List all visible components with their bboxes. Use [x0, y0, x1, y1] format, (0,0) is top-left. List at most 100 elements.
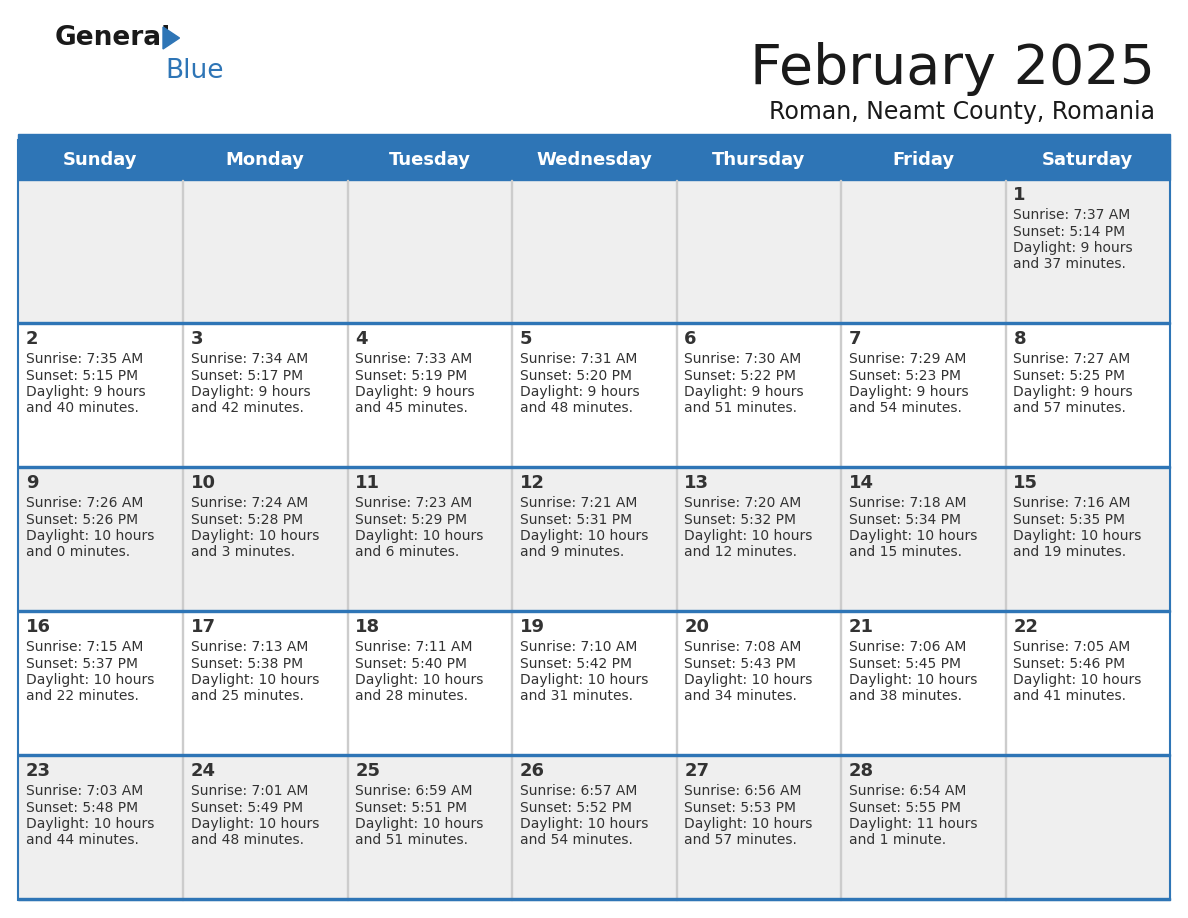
Text: Sunset: 5:26 PM: Sunset: 5:26 PM — [26, 512, 138, 527]
Text: Sunrise: 7:33 AM: Sunrise: 7:33 AM — [355, 352, 473, 366]
Text: 18: 18 — [355, 618, 380, 636]
Text: Sunrise: 7:15 AM: Sunrise: 7:15 AM — [26, 640, 144, 654]
Text: Daylight: 9 hours: Daylight: 9 hours — [190, 385, 310, 399]
Text: Sunrise: 7:05 AM: Sunrise: 7:05 AM — [1013, 640, 1131, 654]
Text: Sunset: 5:40 PM: Sunset: 5:40 PM — [355, 656, 467, 670]
Text: 26: 26 — [519, 762, 545, 780]
Text: Daylight: 10 hours: Daylight: 10 hours — [190, 673, 318, 687]
Text: Daylight: 10 hours: Daylight: 10 hours — [190, 529, 318, 543]
Text: 27: 27 — [684, 762, 709, 780]
Text: 9: 9 — [26, 474, 38, 492]
Text: Sunset: 5:22 PM: Sunset: 5:22 PM — [684, 368, 796, 383]
Text: and 22 minutes.: and 22 minutes. — [26, 689, 139, 703]
Text: 12: 12 — [519, 474, 545, 492]
Text: Daylight: 10 hours: Daylight: 10 hours — [355, 817, 484, 831]
Text: 20: 20 — [684, 618, 709, 636]
Bar — [18, 754, 1170, 756]
Text: Sunrise: 7:37 AM: Sunrise: 7:37 AM — [1013, 208, 1131, 222]
Bar — [18, 610, 1170, 612]
Text: Sunrise: 7:20 AM: Sunrise: 7:20 AM — [684, 496, 802, 510]
Text: Sunset: 5:32 PM: Sunset: 5:32 PM — [684, 512, 796, 527]
Text: and 48 minutes.: and 48 minutes. — [190, 834, 304, 847]
Text: Friday: Friday — [892, 151, 954, 169]
Text: and 44 minutes.: and 44 minutes. — [26, 834, 139, 847]
Text: Daylight: 9 hours: Daylight: 9 hours — [519, 385, 639, 399]
Text: Sunset: 5:51 PM: Sunset: 5:51 PM — [355, 800, 467, 814]
Text: 3: 3 — [190, 330, 203, 348]
Text: 23: 23 — [26, 762, 51, 780]
Text: and 40 minutes.: and 40 minutes. — [26, 401, 139, 416]
Text: Sunrise: 7:08 AM: Sunrise: 7:08 AM — [684, 640, 802, 654]
Text: 10: 10 — [190, 474, 215, 492]
Text: 15: 15 — [1013, 474, 1038, 492]
Text: Sunrise: 7:01 AM: Sunrise: 7:01 AM — [190, 784, 308, 798]
Text: Sunset: 5:38 PM: Sunset: 5:38 PM — [190, 656, 303, 670]
Text: and 38 minutes.: and 38 minutes. — [849, 689, 962, 703]
Text: Daylight: 10 hours: Daylight: 10 hours — [355, 529, 484, 543]
Text: Sunrise: 7:29 AM: Sunrise: 7:29 AM — [849, 352, 966, 366]
Text: Saturday: Saturday — [1042, 151, 1133, 169]
Text: 16: 16 — [26, 618, 51, 636]
Text: Daylight: 10 hours: Daylight: 10 hours — [684, 529, 813, 543]
Text: Sunrise: 7:34 AM: Sunrise: 7:34 AM — [190, 352, 308, 366]
Text: Sunrise: 7:35 AM: Sunrise: 7:35 AM — [26, 352, 144, 366]
Text: Sunset: 5:49 PM: Sunset: 5:49 PM — [190, 800, 303, 814]
Text: and 48 minutes.: and 48 minutes. — [519, 401, 633, 416]
Text: and 57 minutes.: and 57 minutes. — [684, 834, 797, 847]
Text: and 51 minutes.: and 51 minutes. — [684, 401, 797, 416]
Text: 1: 1 — [1013, 186, 1026, 204]
Text: Sunrise: 7:26 AM: Sunrise: 7:26 AM — [26, 496, 144, 510]
Text: Daylight: 10 hours: Daylight: 10 hours — [355, 673, 484, 687]
Text: and 25 minutes.: and 25 minutes. — [190, 689, 303, 703]
Text: 21: 21 — [849, 618, 874, 636]
Text: Sunrise: 6:57 AM: Sunrise: 6:57 AM — [519, 784, 637, 798]
Text: Sunset: 5:34 PM: Sunset: 5:34 PM — [849, 512, 961, 527]
Text: Sunrise: 7:21 AM: Sunrise: 7:21 AM — [519, 496, 637, 510]
Text: Daylight: 11 hours: Daylight: 11 hours — [849, 817, 978, 831]
Text: Daylight: 10 hours: Daylight: 10 hours — [684, 817, 813, 831]
Text: and 42 minutes.: and 42 minutes. — [190, 401, 303, 416]
Text: 28: 28 — [849, 762, 874, 780]
Text: Daylight: 9 hours: Daylight: 9 hours — [26, 385, 146, 399]
Text: Sunrise: 6:59 AM: Sunrise: 6:59 AM — [355, 784, 473, 798]
Text: 24: 24 — [190, 762, 215, 780]
Text: 5: 5 — [519, 330, 532, 348]
Bar — [18, 468, 1170, 612]
Text: Daylight: 10 hours: Daylight: 10 hours — [1013, 529, 1142, 543]
Text: Sunset: 5:55 PM: Sunset: 5:55 PM — [849, 800, 961, 814]
Text: Sunset: 5:23 PM: Sunset: 5:23 PM — [849, 368, 961, 383]
Text: Thursday: Thursday — [712, 151, 805, 169]
Text: Sunset: 5:25 PM: Sunset: 5:25 PM — [1013, 368, 1125, 383]
Text: Sunset: 5:45 PM: Sunset: 5:45 PM — [849, 656, 961, 670]
Text: Sunset: 5:42 PM: Sunset: 5:42 PM — [519, 656, 632, 670]
Text: Daylight: 10 hours: Daylight: 10 hours — [26, 529, 154, 543]
Text: Daylight: 9 hours: Daylight: 9 hours — [1013, 241, 1133, 255]
Bar — [18, 134, 1170, 140]
Text: Sunset: 5:31 PM: Sunset: 5:31 PM — [519, 512, 632, 527]
Text: Sunrise: 7:30 AM: Sunrise: 7:30 AM — [684, 352, 802, 366]
Text: Daylight: 10 hours: Daylight: 10 hours — [519, 529, 649, 543]
Text: Sunset: 5:53 PM: Sunset: 5:53 PM — [684, 800, 796, 814]
Text: Daylight: 10 hours: Daylight: 10 hours — [519, 673, 649, 687]
Text: and 0 minutes.: and 0 minutes. — [26, 545, 131, 559]
Text: Daylight: 10 hours: Daylight: 10 hours — [519, 817, 649, 831]
Text: Sunset: 5:20 PM: Sunset: 5:20 PM — [519, 368, 632, 383]
Bar — [18, 756, 1170, 900]
Text: Sunrise: 7:10 AM: Sunrise: 7:10 AM — [519, 640, 637, 654]
Bar — [18, 898, 1170, 900]
Text: and 3 minutes.: and 3 minutes. — [190, 545, 295, 559]
Text: Sunrise: 7:27 AM: Sunrise: 7:27 AM — [1013, 352, 1131, 366]
Text: and 19 minutes.: and 19 minutes. — [1013, 545, 1126, 559]
Bar — [18, 140, 1170, 180]
Text: Sunrise: 7:31 AM: Sunrise: 7:31 AM — [519, 352, 637, 366]
Text: 19: 19 — [519, 618, 545, 636]
Text: and 1 minute.: and 1 minute. — [849, 834, 946, 847]
Text: Sunrise: 7:06 AM: Sunrise: 7:06 AM — [849, 640, 966, 654]
Text: 2: 2 — [26, 330, 38, 348]
Text: Wednesday: Wednesday — [536, 151, 652, 169]
Text: Sunset: 5:43 PM: Sunset: 5:43 PM — [684, 656, 796, 670]
Text: Daylight: 9 hours: Daylight: 9 hours — [355, 385, 475, 399]
Text: Sunset: 5:28 PM: Sunset: 5:28 PM — [190, 512, 303, 527]
Text: Sunset: 5:35 PM: Sunset: 5:35 PM — [1013, 512, 1125, 527]
Text: 8: 8 — [1013, 330, 1026, 348]
